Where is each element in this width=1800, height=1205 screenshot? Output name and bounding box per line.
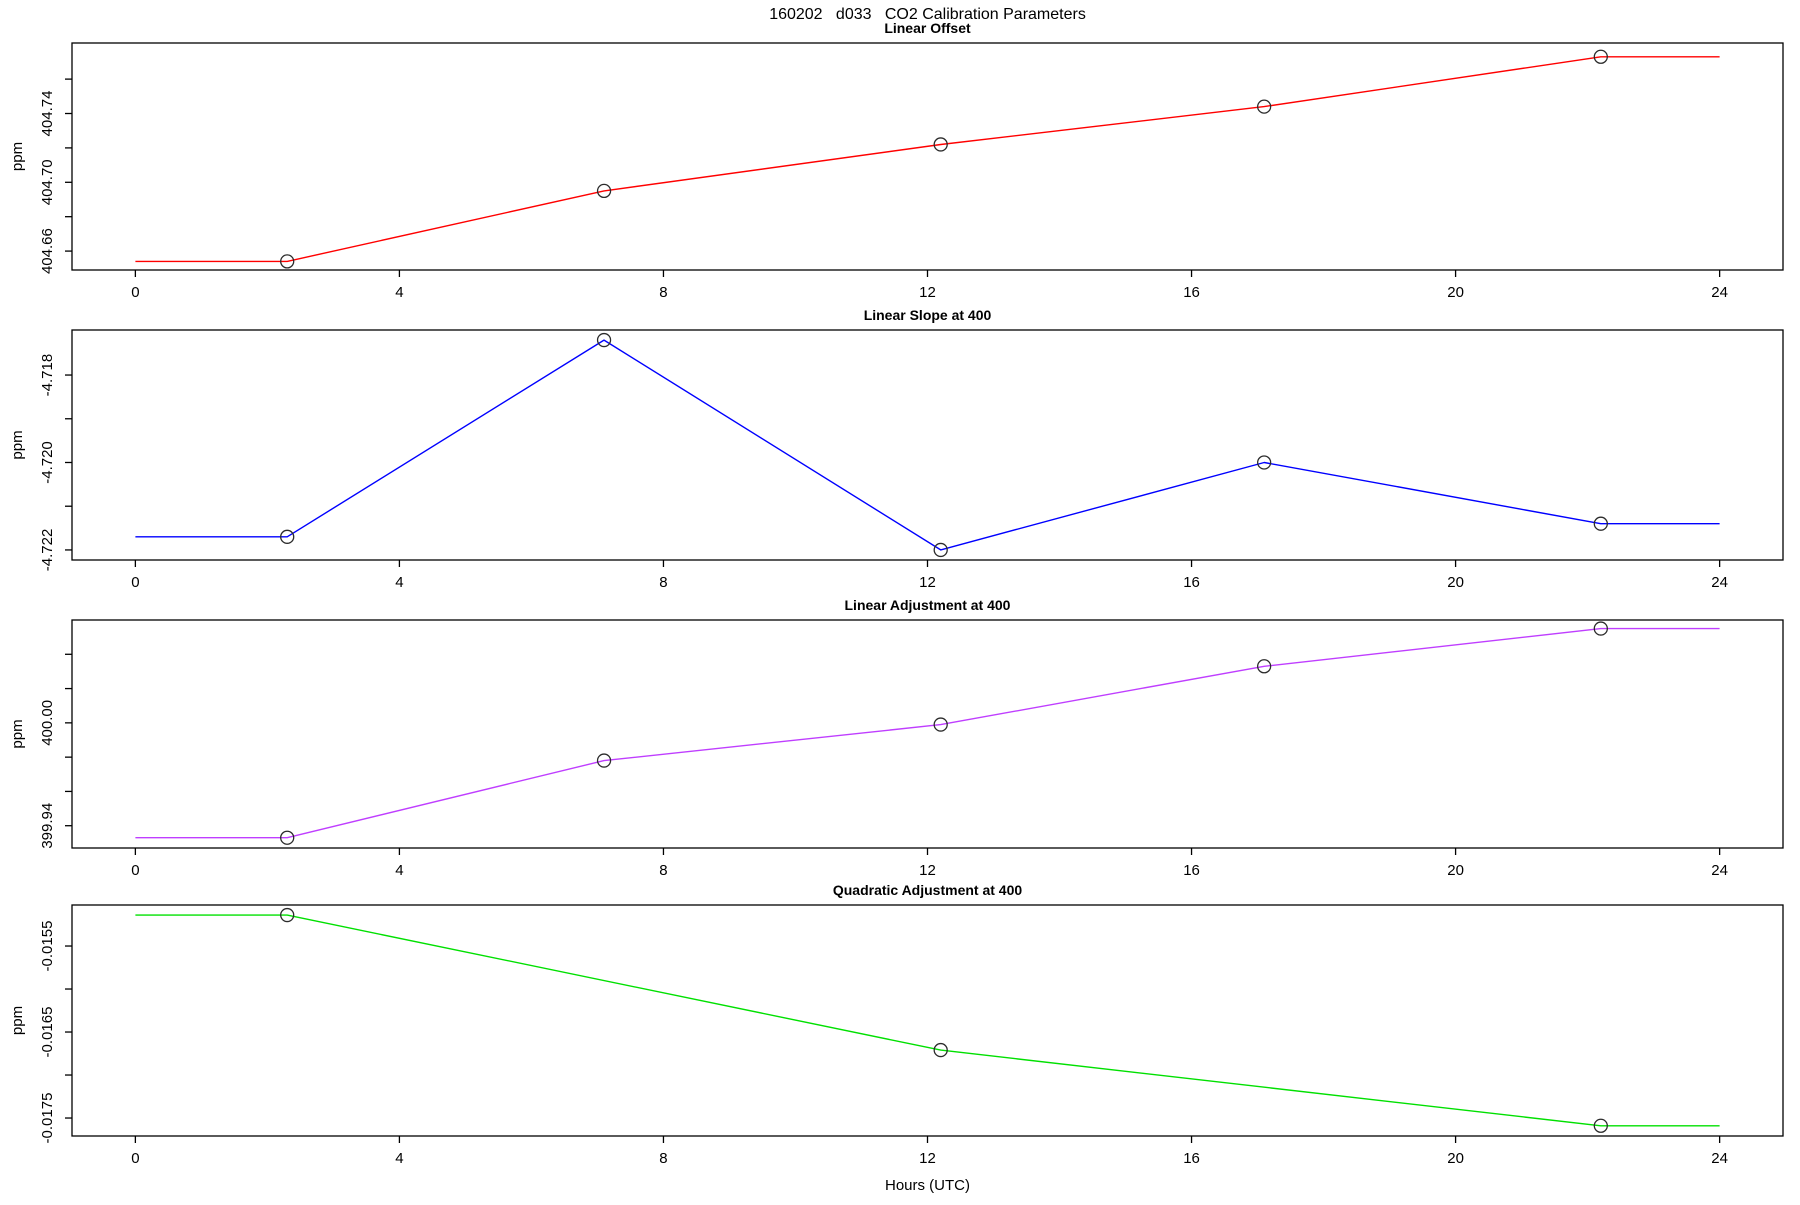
y-tick-label: -0.0155 bbox=[39, 921, 56, 972]
data-point-marker bbox=[596, 183, 612, 199]
x-tick-label: 0 bbox=[131, 284, 139, 301]
data-point-marker bbox=[1593, 1118, 1608, 1133]
panel-title: Linear Adjustment at 400 bbox=[845, 597, 1011, 613]
y-tick-label: 404.66 bbox=[39, 228, 56, 274]
data-point-marker bbox=[280, 907, 295, 923]
panel-linear-adjustment-at-400: Linear Adjustment at 400 0 4 8 12 16 20 24 399.9… bbox=[9, 597, 1784, 879]
x-tick-label: 20 bbox=[1447, 862, 1464, 879]
data-point-marker bbox=[933, 1042, 948, 1058]
y-tick-label: -4.722 bbox=[39, 529, 56, 572]
y-axis-label: ppm bbox=[9, 142, 26, 171]
data-point-marker bbox=[933, 542, 948, 558]
y-axis-label: ppm bbox=[9, 1006, 26, 1035]
data-point-marker bbox=[596, 332, 612, 348]
panel-quadratic-adjustment-at-400: Quadratic Adjustment at 400 0 4 8 12 16 20 24 -0… bbox=[9, 882, 1784, 1167]
x-tick-label: 8 bbox=[659, 862, 667, 879]
x-tick-label: 4 bbox=[395, 862, 403, 879]
y-tick-label: -0.0165 bbox=[39, 1007, 56, 1058]
data-point-marker bbox=[933, 137, 948, 152]
panel-title: Linear Slope at 400 bbox=[864, 307, 992, 323]
panel-title: Linear Offset bbox=[884, 20, 971, 36]
x-tick-label: 0 bbox=[131, 862, 139, 879]
y-tick-label: 400.00 bbox=[39, 700, 56, 746]
x-tick-label: 4 bbox=[395, 1150, 403, 1167]
x-tick-label: 16 bbox=[1183, 574, 1200, 591]
y-tick-label: 399.94 bbox=[39, 803, 56, 849]
x-tick-label: 0 bbox=[131, 574, 139, 591]
series-line bbox=[135, 339, 1720, 551]
x-tick-label: 12 bbox=[919, 862, 936, 879]
y-axis-label: ppm bbox=[9, 430, 26, 459]
y-tick-label: -4.718 bbox=[39, 354, 56, 397]
x-tick-label: 24 bbox=[1711, 284, 1728, 301]
x-tick-label: 16 bbox=[1183, 284, 1200, 301]
x-tick-label: 12 bbox=[919, 284, 936, 301]
data-point-marker bbox=[1593, 49, 1608, 64]
y-tick-label: 404.74 bbox=[39, 91, 56, 137]
x-tick-label: 8 bbox=[659, 284, 667, 301]
y-axis-label: ppm bbox=[9, 719, 26, 748]
series-line bbox=[135, 627, 1720, 839]
x-tick-label: 20 bbox=[1447, 574, 1464, 591]
x-tick-label: 16 bbox=[1183, 1150, 1200, 1167]
x-tick-label: 4 bbox=[395, 574, 403, 591]
x-tick-label: 24 bbox=[1711, 1150, 1728, 1167]
series-line bbox=[135, 56, 1720, 263]
data-point-marker bbox=[1257, 99, 1272, 114]
data-point-marker bbox=[933, 717, 948, 732]
data-point-marker bbox=[1257, 659, 1272, 674]
data-point-marker bbox=[280, 830, 295, 845]
x-tick-label: 12 bbox=[919, 1150, 936, 1167]
x-tick-label: 20 bbox=[1447, 284, 1464, 301]
x-tick-label: 24 bbox=[1711, 574, 1728, 591]
x-tick-label: 8 bbox=[659, 574, 667, 591]
chart-title: 160202 d033 CO2 Calibration Parameters bbox=[769, 6, 1086, 23]
y-tick-label: -0.0175 bbox=[39, 1093, 56, 1144]
y-tick-label: -4.720 bbox=[39, 441, 56, 484]
x-tick-label: 20 bbox=[1447, 1150, 1464, 1167]
panel-linear-slope-at-400: Linear Slope at 400 0 4 8 12 16 20 24 -4.718 -4.7… bbox=[9, 307, 1784, 591]
data-point-marker bbox=[280, 254, 295, 269]
panel-title: Quadratic Adjustment at 400 bbox=[833, 882, 1023, 898]
data-point-marker bbox=[1257, 455, 1272, 470]
x-tick-label: 8 bbox=[659, 1150, 667, 1167]
x-axis-label: Hours (UTC) bbox=[885, 1177, 970, 1194]
data-point-marker bbox=[1593, 621, 1608, 636]
x-tick-label: 24 bbox=[1711, 862, 1728, 879]
series-line bbox=[135, 914, 1720, 1127]
data-point-marker bbox=[280, 529, 295, 544]
x-tick-label: 12 bbox=[919, 574, 936, 591]
panel-linear-offset: Linear Offset 0 4 8 12 16 20 24 404.66 404.70 404.… bbox=[9, 20, 1784, 301]
y-tick-label: 404.70 bbox=[39, 159, 56, 205]
x-tick-label: 4 bbox=[395, 284, 403, 301]
x-tick-label: 16 bbox=[1183, 862, 1200, 879]
data-point-marker bbox=[1593, 516, 1608, 531]
data-point-marker bbox=[596, 753, 612, 768]
x-tick-label: 0 bbox=[131, 1150, 139, 1167]
